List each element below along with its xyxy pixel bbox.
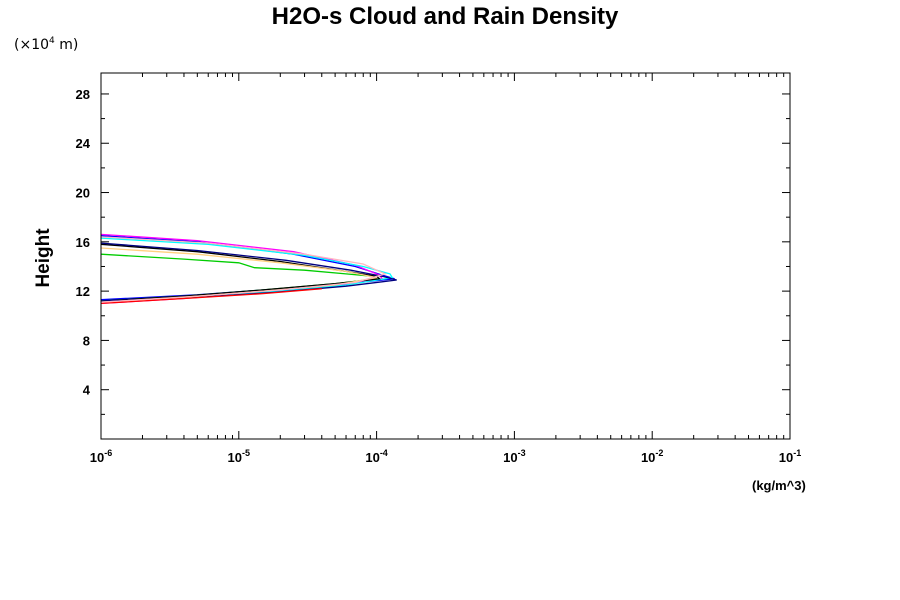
- x-tick-label: 10-5: [228, 448, 250, 465]
- series-line-5: [100, 243, 382, 302]
- y-tick-label: 8: [83, 333, 90, 348]
- axis-ticks: [100, 73, 791, 439]
- x-axis-unit: (kg/m^3): [752, 478, 806, 493]
- series-line-1: [100, 235, 395, 301]
- y-tick-label: 28: [76, 87, 90, 102]
- y-tick-label: 20: [76, 186, 90, 201]
- x-tick-label: 10-3: [503, 448, 525, 465]
- x-tick-label: 10-1: [779, 448, 801, 465]
- y-tick-label: 4: [83, 383, 91, 398]
- y-scale-label: (×104 m): [14, 36, 78, 53]
- y-scale-exponent: 4: [49, 36, 55, 46]
- y-scale-prefix: (×10: [14, 37, 49, 53]
- chart-title: H2O-s Cloud and Rain Density: [272, 3, 619, 30]
- tick-labels: 10-6 10-5 10-4 10-3 10-2 10-1 4 8 12 16 20 24 28: [76, 87, 802, 465]
- x-tick-label: 10-4: [365, 448, 387, 465]
- x-tick-label: 10-2: [641, 448, 663, 465]
- x-tick-label: 10-6: [90, 448, 112, 465]
- plot-frame: [100, 72, 791, 440]
- series-line-8: [100, 288, 322, 305]
- series-line-9: [100, 236, 387, 303]
- series-layer: [100, 233, 397, 305]
- y-tick-label: 24: [76, 136, 91, 151]
- y-tick-label: 12: [76, 284, 90, 299]
- y-axis-label: Height: [33, 228, 54, 288]
- y-scale-suffix: m): [55, 37, 79, 53]
- y-tick-label: 16: [76, 235, 90, 250]
